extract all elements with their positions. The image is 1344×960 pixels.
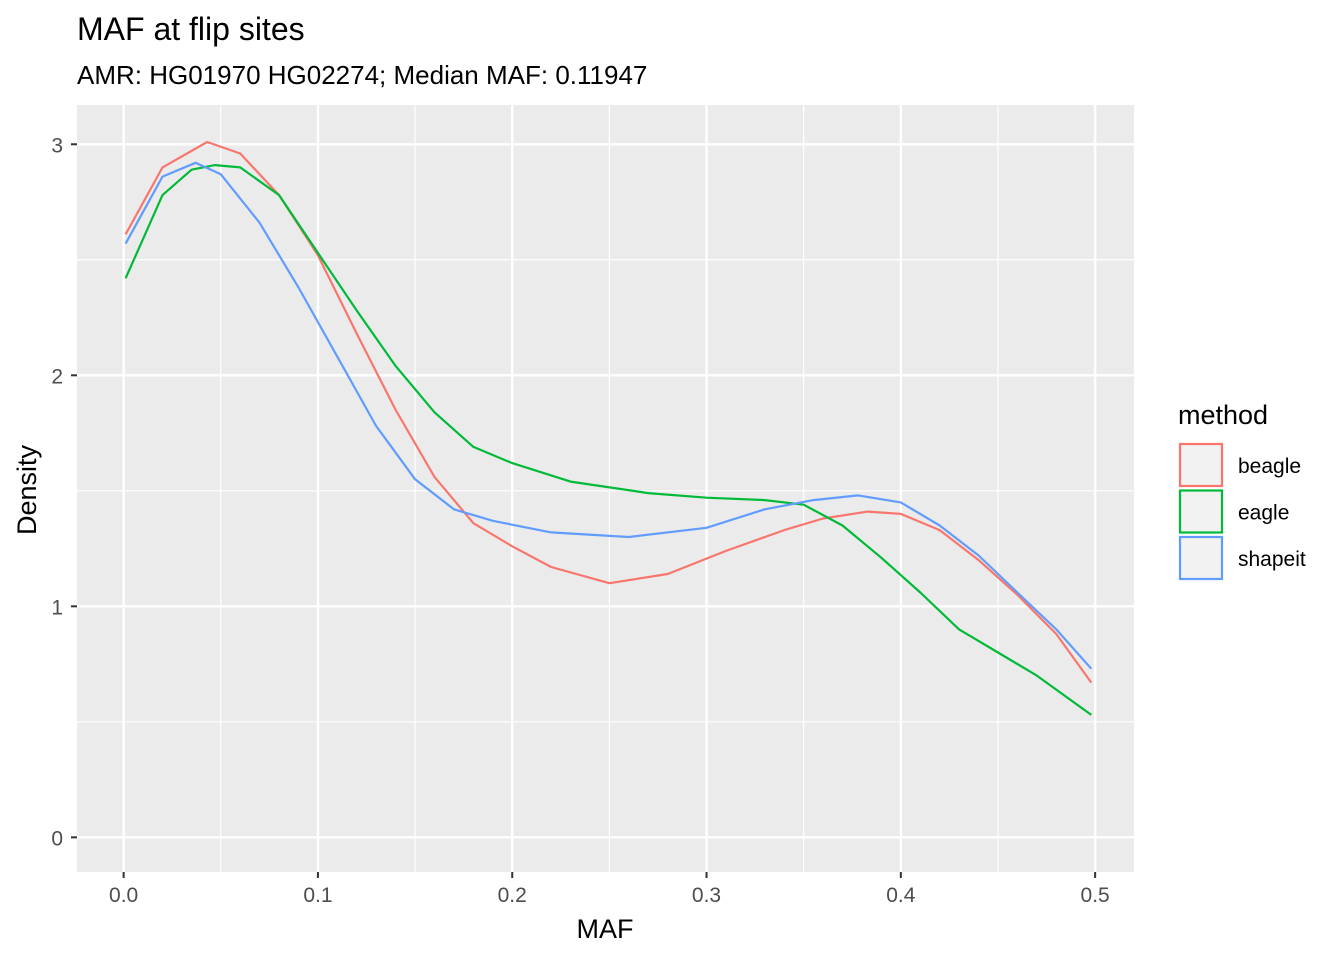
x-tick-label: 0.2 bbox=[498, 884, 527, 907]
y-tick-label: 1 bbox=[51, 596, 63, 619]
legend-title: method bbox=[1178, 400, 1268, 430]
y-tick-label: 2 bbox=[51, 365, 63, 388]
legend-label-eagle: eagle bbox=[1238, 502, 1289, 525]
major-gridlines bbox=[77, 105, 1134, 872]
x-tick-label: 0.1 bbox=[303, 884, 332, 907]
x-tick-label: 0.3 bbox=[692, 884, 721, 907]
series-line-beagle bbox=[124, 140, 1093, 684]
y-axis-title: Density bbox=[12, 444, 42, 535]
x-tick-label: 0.0 bbox=[109, 884, 138, 907]
minor-gridlines bbox=[77, 105, 1134, 872]
series-line-shapeit bbox=[124, 161, 1093, 670]
plot-panel bbox=[77, 105, 1134, 872]
legend-key-beagle bbox=[1178, 442, 1224, 488]
y-axis: 0 1 2 3 bbox=[51, 134, 77, 850]
chart-subtitle: AMR: HG01970 HG02274; Median MAF: 0.1194… bbox=[77, 60, 647, 90]
y-tick-label: 3 bbox=[51, 134, 63, 157]
x-tick-label: 0.5 bbox=[1081, 884, 1110, 907]
series-layer bbox=[124, 140, 1093, 716]
series-line-eagle bbox=[124, 164, 1092, 716]
legend-label-beagle: beagle bbox=[1238, 455, 1301, 478]
x-axis-title: MAF bbox=[577, 914, 634, 944]
chart-title: MAF at flip sites bbox=[77, 11, 305, 47]
legend-key-eagle bbox=[1178, 489, 1224, 534]
legend: method beagle eagle shapeit bbox=[1178, 400, 1306, 581]
legend-key-shapeit bbox=[1178, 535, 1224, 581]
y-tick-label: 0 bbox=[51, 827, 63, 850]
x-axis: 0.0 0.1 0.2 0.3 0.4 0.5 bbox=[109, 872, 1110, 907]
legend-label-shapeit: shapeit bbox=[1238, 548, 1306, 571]
x-tick-label: 0.4 bbox=[886, 884, 916, 907]
